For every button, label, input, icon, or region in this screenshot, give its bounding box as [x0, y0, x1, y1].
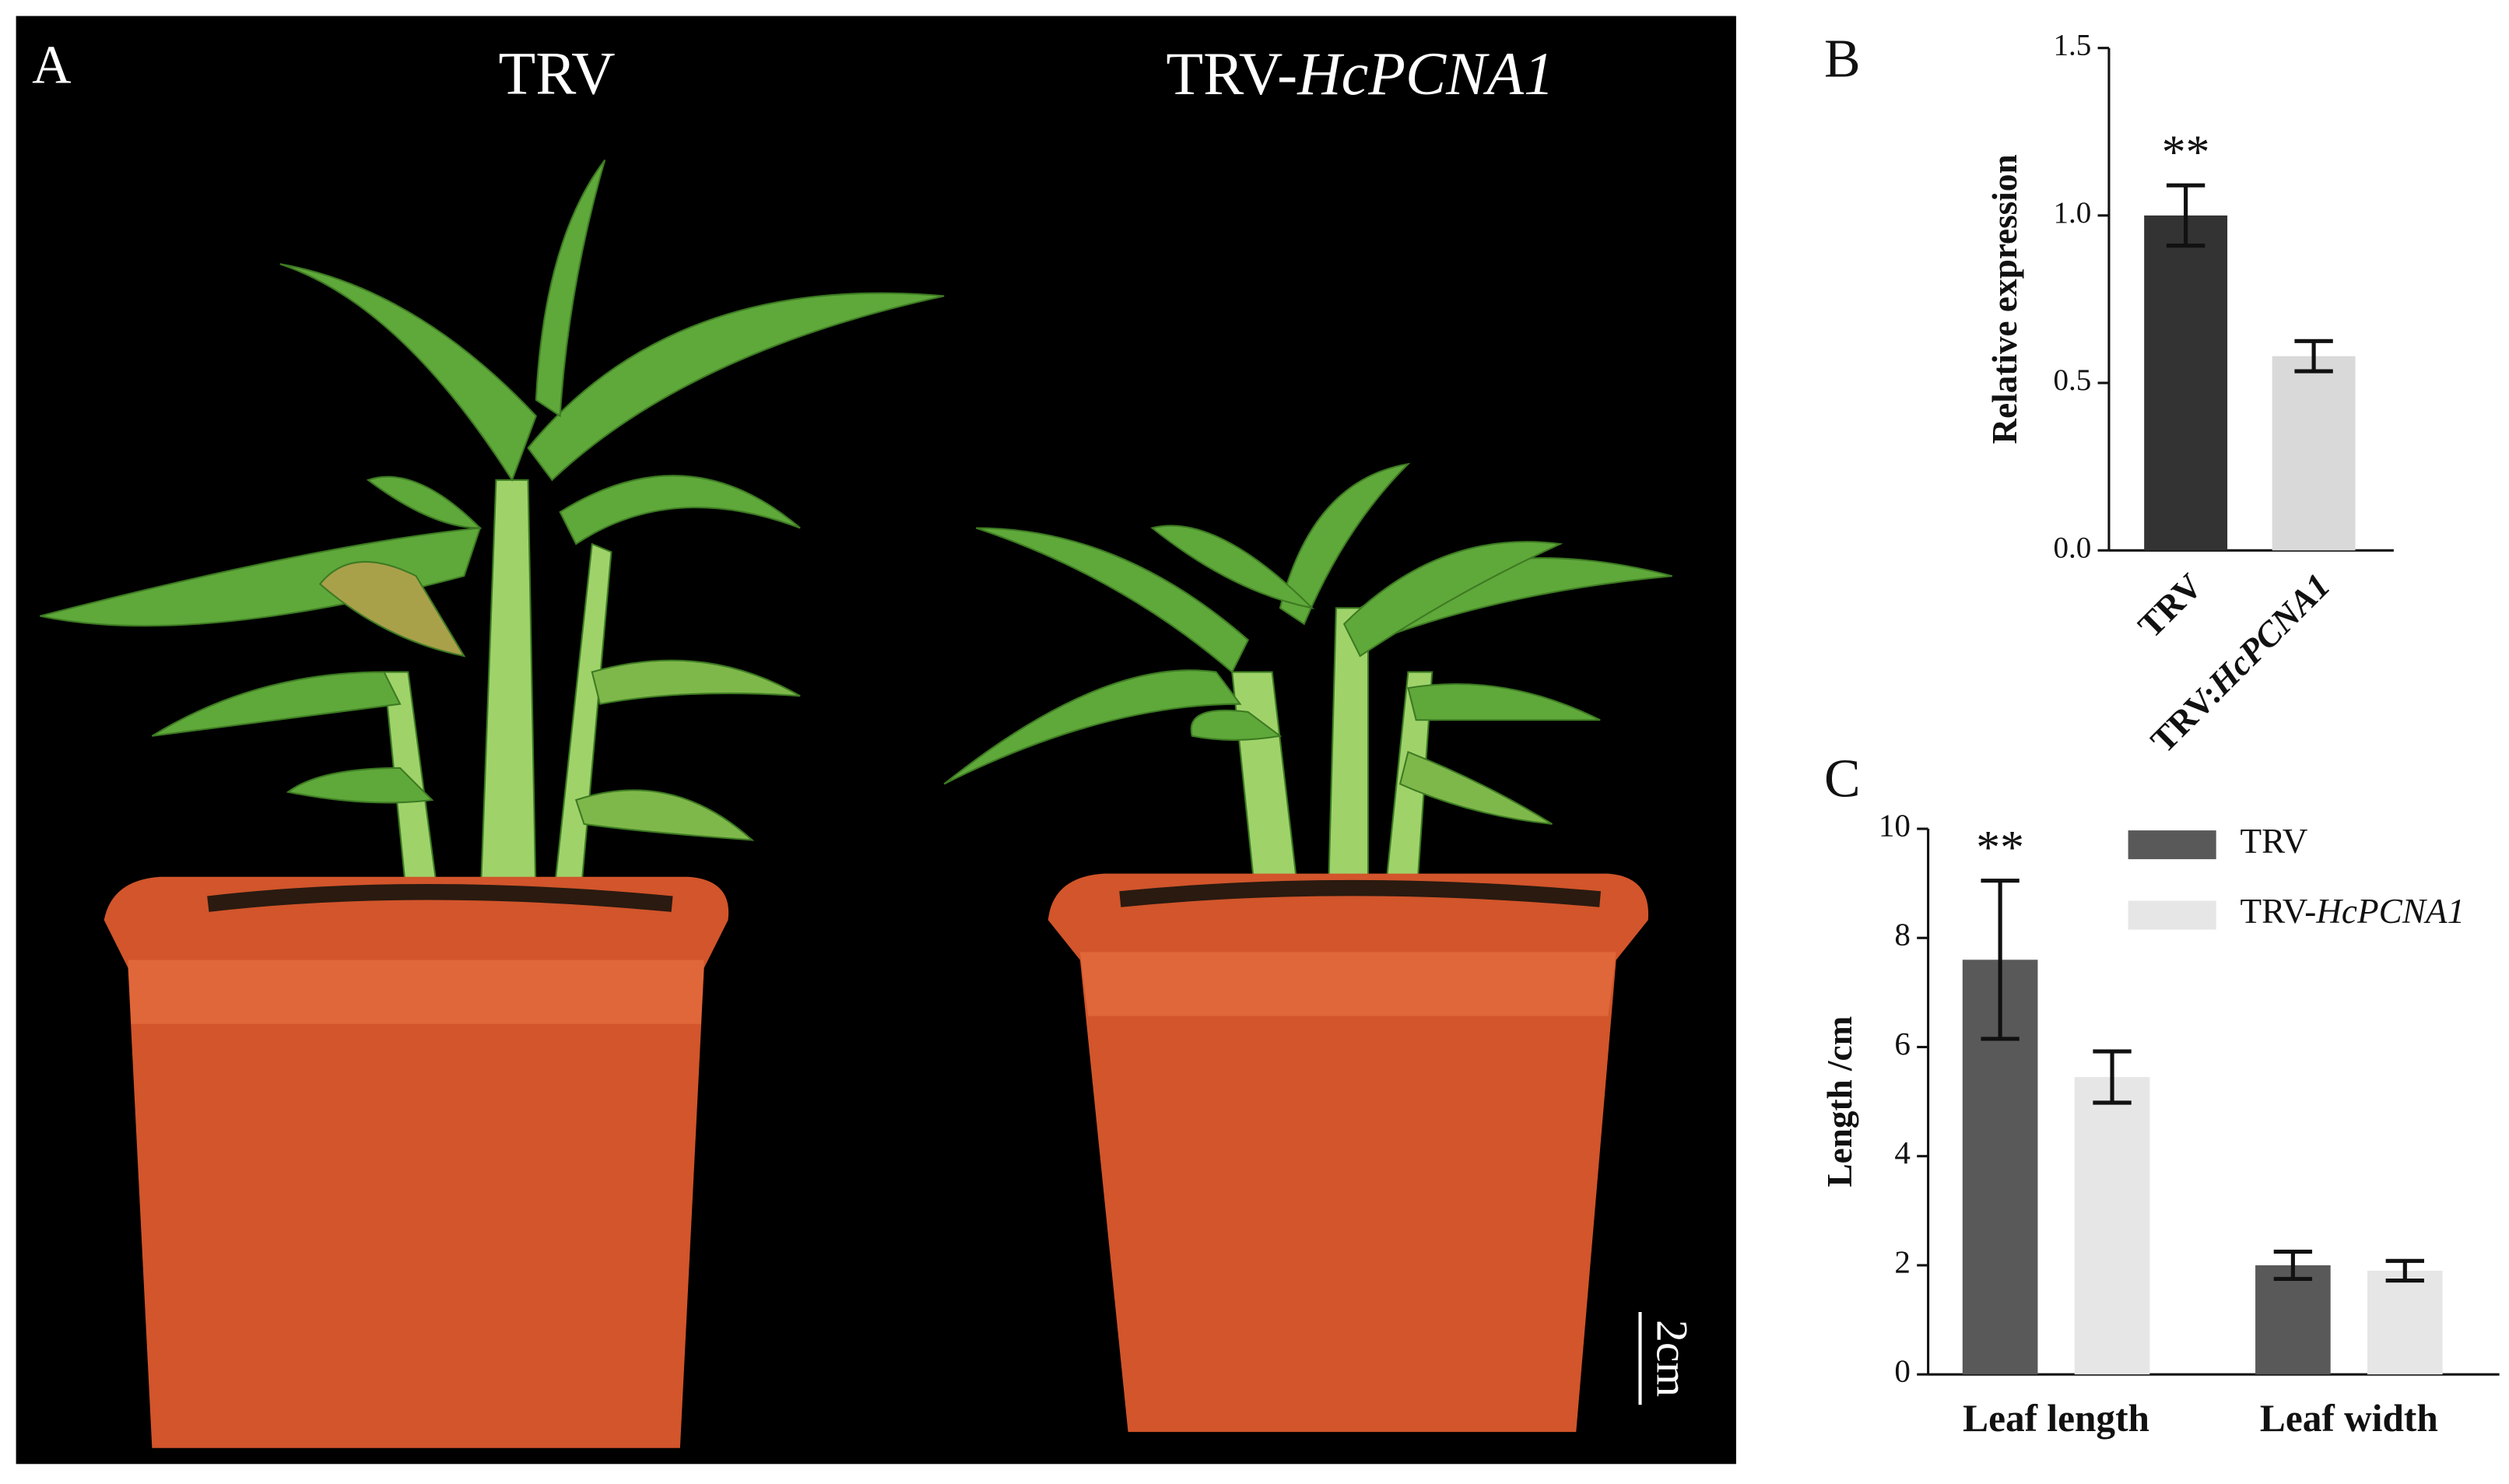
left-plant — [40, 159, 945, 913]
error-bar — [2294, 339, 2333, 374]
error-bar — [2093, 1049, 2132, 1105]
bar — [2367, 1270, 2443, 1375]
significance: ** — [2162, 125, 2210, 178]
y-tick-label: 0 — [1894, 1353, 1911, 1389]
y-tick-label: 6 — [1894, 1026, 1911, 1061]
legend-label: TRV-HcPCNA1 — [2241, 892, 2465, 931]
x-tick-label: Leaf width — [2260, 1397, 2438, 1440]
error-bar — [2166, 183, 2205, 248]
right-plant — [943, 462, 1672, 905]
error-bar — [1981, 879, 2019, 1041]
error-bar — [2385, 1258, 2424, 1283]
y-tick-label: 8 — [1894, 917, 1911, 952]
photo-label: TRV — [499, 40, 616, 107]
y-tick-label: 1.5 — [2054, 29, 2092, 62]
photo: A TRV TRV-HcPCNA1 2cm — [16, 16, 1736, 1465]
significance: ** — [1976, 821, 2024, 874]
bar — [2255, 1265, 2331, 1375]
error-bar — [2273, 1249, 2313, 1282]
legend-swatch — [2128, 900, 2216, 930]
pots — [104, 873, 1649, 1448]
y-axis-label: Length /cm — [1820, 1016, 1859, 1188]
y-tick-label: 4 — [1894, 1135, 1911, 1170]
y-tick-label: 1.0 — [2054, 196, 2092, 230]
panel-label: C — [1824, 749, 1861, 809]
bar — [2272, 356, 2356, 551]
y-tick-label: 0.0 — [2054, 531, 2092, 564]
y-tick-label: 10 — [1879, 807, 1911, 843]
y-axis-label: Relative expression — [1985, 154, 2024, 444]
x-tick-label: Leaf length — [1963, 1397, 2149, 1440]
photo-label: TRV-HcPCNA1 — [1166, 40, 1554, 107]
bar — [2074, 1077, 2150, 1375]
bar — [2144, 215, 2228, 551]
legend-swatch — [2128, 830, 2216, 860]
legend-label: TRV — [2241, 822, 2308, 861]
scale-label: 2cm — [1647, 1320, 1696, 1397]
panel-label: A — [32, 36, 71, 96]
x-tick-label: TRV — [2131, 566, 2210, 645]
y-tick-label: 0.5 — [2054, 363, 2092, 397]
panel-label: B — [1824, 29, 1861, 89]
y-tick-label: 2 — [1894, 1244, 1911, 1279]
